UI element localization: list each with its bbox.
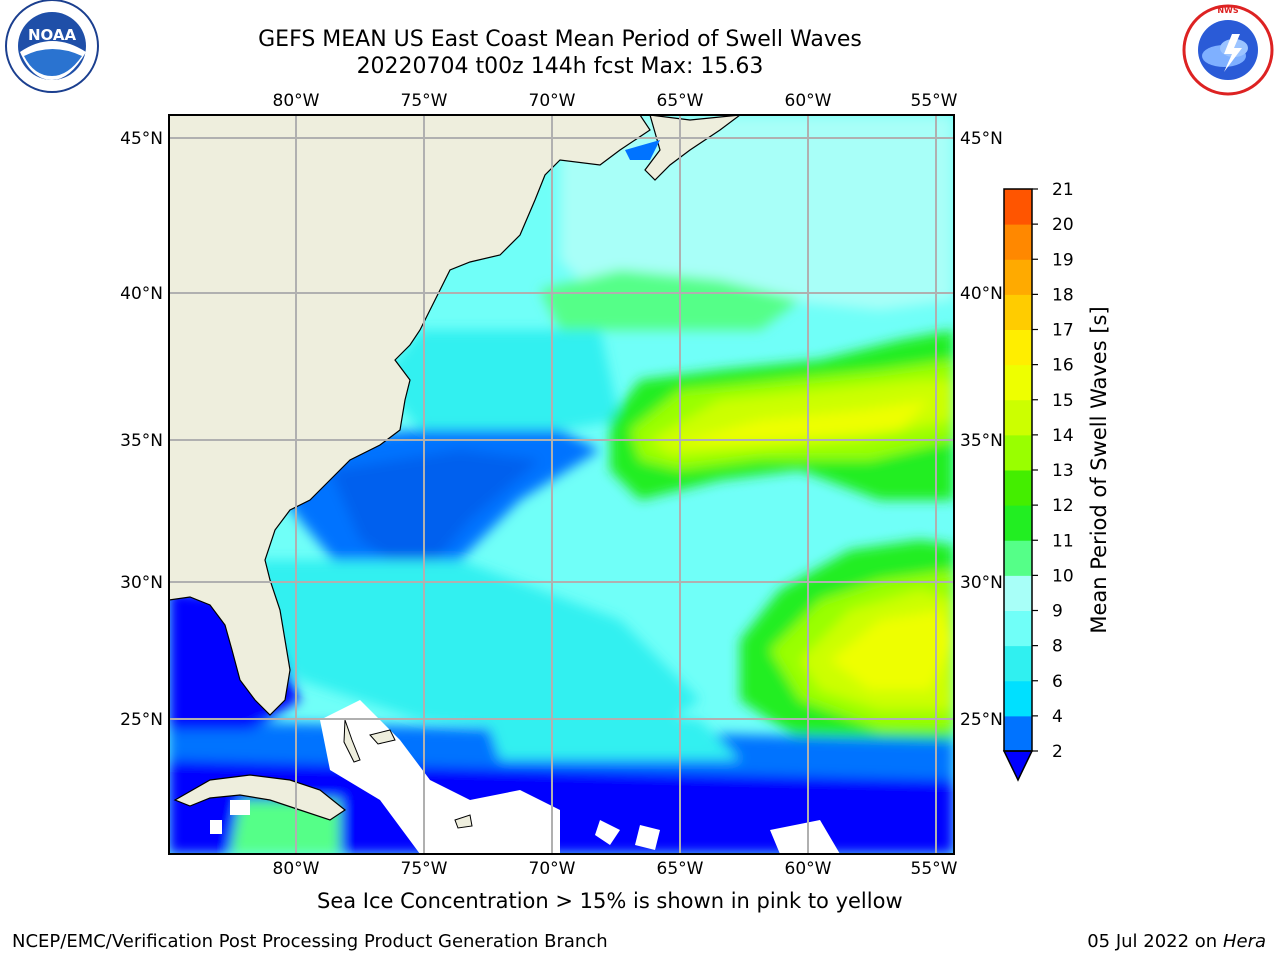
nws-ring-text: NWS — [1217, 6, 1239, 15]
lon-label: 65°W — [657, 859, 704, 879]
footer-credit: NCEP/EMC/Verification Post Processing Pr… — [12, 931, 608, 952]
lon-label: 60°W — [785, 91, 832, 111]
colorbar-segment — [1004, 259, 1032, 295]
map-title: GEFS MEAN US East Coast Mean Period of S… — [258, 27, 862, 52]
colorbar-under-arrow — [1002, 750, 1034, 782]
colorbar-segment — [1004, 505, 1032, 541]
lat-label: 25°N — [960, 710, 1003, 730]
sea-ice-note: Sea Ice Concentration > 15% is shown in … — [317, 889, 903, 913]
graticule — [169, 115, 954, 854]
lon-label: 55°W — [911, 859, 958, 879]
colorbar-segment — [1004, 575, 1032, 611]
colorbar-tick-label: 21 — [1052, 180, 1074, 200]
colorbar-tick-label: 14 — [1052, 426, 1074, 446]
lon-label: 70°W — [529, 859, 576, 879]
colorbar-tick-label: 2 — [1052, 742, 1063, 762]
colorbar-segment — [1004, 364, 1032, 401]
map-frame — [168, 114, 955, 855]
map-subtitle: 20220704 t00z 144h fcst Max: 15.63 — [356, 54, 764, 79]
colorbar-segment — [1004, 715, 1032, 752]
colorbar-segment — [1004, 645, 1032, 682]
lon-label: 80°W — [273, 91, 320, 111]
lon-label: 80°W — [273, 859, 320, 879]
lat-labels-right: 45°N 40°N 35°N 30°N 25°N — [960, 129, 1003, 730]
lat-label: 45°N — [120, 129, 163, 149]
lon-labels-top: 80°W 75°W 70°W 65°W 60°W 55°W — [273, 91, 958, 111]
colorbar-tick-label: 15 — [1052, 391, 1074, 411]
lat-label: 40°N — [960, 284, 1003, 304]
colorbar-tick-label: 4 — [1052, 707, 1063, 727]
lon-label: 70°W — [529, 91, 576, 111]
lon-label: 75°W — [401, 91, 448, 111]
colorbar-segment — [1004, 224, 1032, 260]
lat-labels-left: 45°N 40°N 35°N 30°N 25°N — [120, 129, 163, 730]
colorbar-tick-label: 19 — [1052, 250, 1074, 270]
lat-label: 30°N — [960, 573, 1003, 593]
colorbar-tick-label: 18 — [1052, 285, 1074, 305]
lat-label: 30°N — [120, 573, 163, 593]
lat-label: 35°N — [960, 431, 1003, 451]
lon-label: 75°W — [401, 859, 448, 879]
lat-label: 25°N — [120, 710, 163, 730]
colorbar-tick-label: 6 — [1052, 672, 1063, 692]
colorbar-segment — [1004, 434, 1032, 471]
land-north-america — [169, 115, 651, 716]
colorbar-tick-label: 12 — [1052, 496, 1074, 516]
colorbar-tick-label: 10 — [1052, 566, 1074, 586]
lon-label: 55°W — [911, 91, 958, 111]
colorbar-tick-label: 9 — [1052, 602, 1063, 622]
lat-label: 40°N — [120, 284, 163, 304]
colorbar-tick-label: 8 — [1052, 637, 1063, 657]
colorbar-segment — [1004, 189, 1032, 225]
colorbar-tick-label: 17 — [1052, 321, 1074, 341]
colorbar-tick-label: 13 — [1052, 461, 1074, 481]
lon-label: 60°W — [785, 859, 832, 879]
lat-label: 45°N — [960, 129, 1003, 149]
colorbar: 2 4 6 8 9 10 11 12 13 14 15 16 17 18 19 20 21 — [1002, 180, 1074, 782]
lon-labels-bottom: 80°W 75°W 70°W 65°W 60°W 55°W — [273, 859, 958, 879]
colorbar-segment — [1004, 399, 1032, 436]
land-cuba — [173, 774, 347, 821]
swell-period-field — [169, 115, 954, 854]
lon-label: 65°W — [657, 91, 704, 111]
colorbar-segment — [1004, 329, 1032, 366]
colorbar-tick-label: 11 — [1052, 531, 1074, 551]
noaa-logo-text: NOAA — [28, 26, 77, 44]
footer-date-text: 05 Jul 2022 on — [1087, 931, 1223, 952]
nws-logo: NWS — [1182, 4, 1274, 96]
colorbar-segment — [1004, 540, 1032, 576]
colorbar-segment — [1004, 680, 1032, 717]
lat-label: 35°N — [120, 431, 163, 451]
colorbar-tick-label: 20 — [1052, 215, 1074, 235]
footer-date: 05 Jul 2022 on Hera — [1087, 931, 1266, 952]
colorbar-tick-label: 16 — [1052, 356, 1074, 376]
colorbar-segment — [1004, 470, 1032, 506]
footer-host: Hera — [1222, 931, 1266, 952]
colorbar-label: Mean Period of Swell Waves [s] — [1087, 306, 1111, 633]
noaa-logo: NOAA — [5, 0, 99, 93]
colorbar-segment — [1004, 294, 1032, 330]
colorbar-segment — [1004, 610, 1032, 647]
